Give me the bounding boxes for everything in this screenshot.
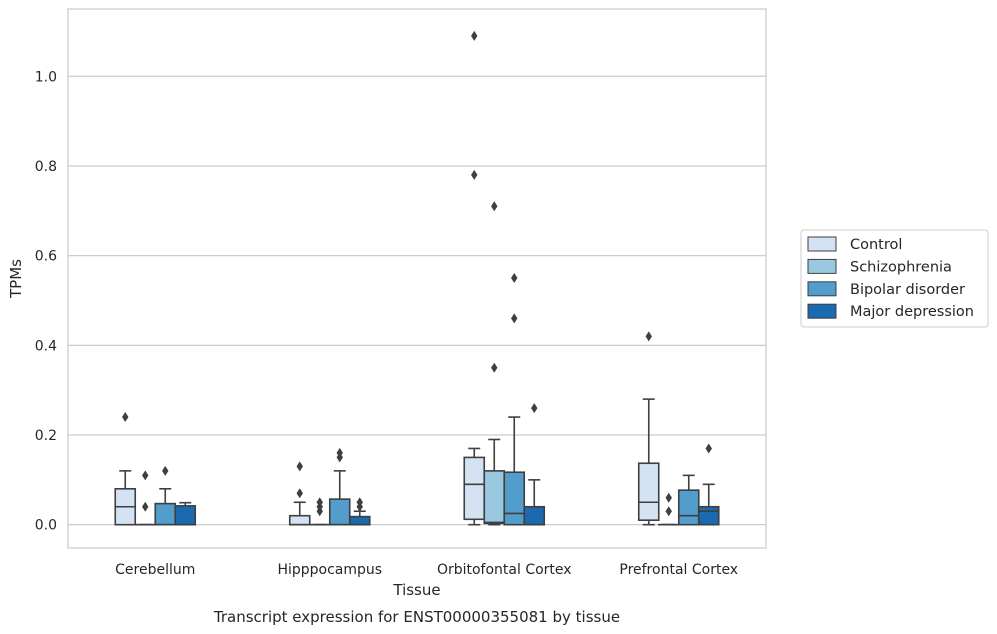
outlier-point	[142, 501, 149, 512]
box-body	[328, 498, 351, 526]
legend-label: Control	[850, 237, 902, 253]
box-1-4	[637, 331, 660, 526]
legend-label: Schizophrenia	[850, 259, 952, 275]
box-body	[174, 505, 197, 526]
legend-label: Major depression	[850, 304, 974, 320]
outlier-point	[122, 412, 129, 423]
outlier-point	[665, 492, 672, 503]
y-axis-title: TPMs	[7, 259, 25, 299]
outlier-point	[296, 461, 303, 472]
outlier-point	[162, 465, 169, 476]
box-4-3	[523, 403, 546, 526]
box-2-2	[308, 497, 331, 526]
legend-frame	[800, 229, 989, 328]
x-tick-label: Cerebellum	[115, 562, 195, 578]
box-3-3	[503, 273, 526, 526]
box-1-1	[114, 412, 137, 526]
box-3-1	[154, 465, 177, 526]
box-3-4	[677, 474, 700, 526]
outlier-point	[531, 403, 538, 414]
x-tick-labels: Cerebellum Hipppocampus Orbitofontal Corte…	[115, 562, 738, 578]
y-tick-labels: 0.0 0.2 0.4 0.6 0.8 1.0	[35, 69, 57, 533]
y-tick-label: 0.0	[35, 518, 57, 534]
box-body	[154, 502, 177, 526]
box-1-2	[288, 461, 311, 526]
box-2-3	[483, 201, 506, 526]
box-body	[348, 515, 371, 526]
box-1-3	[463, 30, 486, 526]
plot-frame	[67, 8, 767, 549]
box-4-2	[348, 497, 371, 526]
y-tick-label: 0.8	[35, 159, 57, 175]
outlier-point	[511, 313, 518, 324]
box-body	[463, 456, 486, 521]
y-tick-label: 0.6	[35, 249, 57, 265]
y-tick-label: 0.2	[35, 428, 57, 444]
x-tick-label: Orbitofontal Cortex	[437, 562, 572, 578]
box-body	[483, 470, 506, 525]
outlier-point	[705, 443, 712, 454]
outlier-point	[491, 362, 498, 373]
outlier-point	[511, 273, 518, 284]
legend-swatch	[807, 303, 837, 319]
outlier-point	[336, 447, 343, 458]
legend-swatch	[807, 236, 837, 252]
x-tick-label: Hipppocampus	[277, 562, 382, 578]
outlier-point	[142, 470, 149, 481]
box-3-2	[328, 447, 351, 526]
outlier-point	[471, 30, 478, 41]
legend-swatch	[807, 258, 837, 274]
outlier-point	[491, 201, 498, 212]
box-body	[697, 505, 720, 526]
y-tick-label: 1.0	[35, 69, 57, 85]
box-body	[677, 489, 700, 526]
box-body	[637, 462, 660, 521]
boxes	[114, 30, 720, 526]
x-axis-title: Tissue	[392, 581, 440, 599]
box-body	[503, 471, 526, 526]
outlier-point	[665, 506, 672, 517]
outlier-point	[645, 331, 652, 342]
outlier-point	[356, 497, 363, 508]
box-body	[523, 505, 546, 526]
box-4-4	[697, 443, 720, 526]
legend-swatch	[807, 281, 837, 297]
legend: Control Schizophrenia Bipolar disorder Majo…	[800, 229, 989, 328]
legend-label: Bipolar disorder	[850, 282, 965, 298]
box-body	[288, 514, 311, 526]
y-tick-label: 0.4	[35, 338, 57, 354]
chart-caption: Transcript expression for ENST0000035508…	[213, 608, 620, 626]
x-tick-label: Prefrontal Cortex	[619, 562, 738, 578]
box-4-1	[174, 501, 197, 526]
outlier-point	[296, 488, 303, 499]
outlier-point	[316, 497, 323, 508]
outlier-point	[471, 169, 478, 180]
